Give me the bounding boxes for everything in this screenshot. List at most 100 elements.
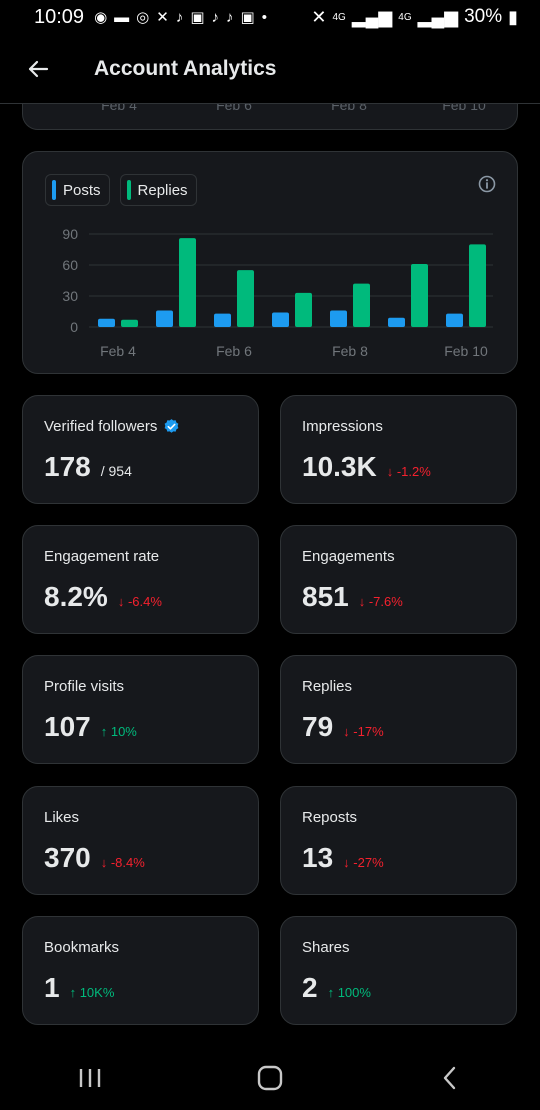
back-button[interactable] (18, 49, 58, 89)
metric-label-text: Engagement rate (44, 548, 160, 565)
network-label-2: 4G (398, 11, 412, 23)
info-icon[interactable] (477, 174, 497, 194)
metric-label-text: Verified followers (44, 418, 158, 435)
back-arrow-icon (28, 60, 49, 77)
metric-label: Engagements (302, 548, 395, 565)
bar-chart: 0 30 60 90 Feb 4 Feb 6 Feb 8 Feb 10 (62, 226, 493, 359)
metric-change-value: 10K% (79, 985, 115, 1000)
metric-value-row: 851 ↓ -7.6% (302, 581, 403, 613)
metric-change-value: -8.4% (110, 855, 145, 870)
metric-label: Reposts (302, 809, 357, 826)
metric-change: ↑ 10K% (70, 985, 115, 1000)
metric-value-row: 1 ↑ 10K% (44, 972, 114, 1004)
signal-icon: ▂▄▆ (417, 6, 459, 27)
metric-value: 370 (44, 842, 91, 873)
metric-label-text: Engagements (302, 548, 395, 565)
metric-card-bookmarks[interactable]: Bookmarks 1 ↑ 10K% (22, 916, 259, 1025)
metric-value: 851 (302, 581, 349, 612)
y-tick-label: 30 (62, 288, 78, 304)
legend-replies[interactable]: Replies (119, 174, 197, 206)
metric-card-replies[interactable]: Replies 79 ↓ -17% (280, 655, 517, 764)
metric-card-reposts[interactable]: Reposts 13 ↓ -27% (280, 786, 517, 895)
posts-replies-chart-card: 0 30 60 90 Feb 4 Feb 6 Feb 8 Feb 10 Posts Repli… (22, 151, 518, 374)
metric-label: Engagement rate (44, 548, 159, 565)
metric-change: ↓ -1.2% (387, 464, 431, 479)
chat-icon: ◎ (136, 9, 150, 26)
bar-posts-feb-8[interactable] (330, 310, 347, 327)
dot-icon: • (261, 8, 267, 26)
status-right: ✕ 4G ▂▄▆ 4G ▂▄▆ 30% ▮ (311, 6, 518, 28)
bar-replies-feb-5[interactable] (179, 238, 196, 327)
metric-change: ↓ -6.4% (118, 594, 162, 609)
legend-label-replies: Replies (137, 181, 188, 199)
metric-change-value: -1.2% (396, 464, 431, 479)
notification-icons: ◉ ▬ ◎ ✕ ♪ ▣ ♪ ♪ ▣ • (94, 8, 267, 27)
metric-value: 10.3K (302, 451, 377, 482)
metric-change-value: -7.6% (368, 594, 403, 609)
metric-card-verified-followers[interactable]: Verified followers 178 / 954 (22, 395, 259, 504)
legend-label-posts: Posts (63, 181, 101, 199)
metric-card-engagements[interactable]: Engagements 851 ↓ -7.6% (280, 525, 517, 634)
bar-replies-feb-7[interactable] (295, 292, 312, 327)
metric-card-likes[interactable]: Likes 370 ↓ -8.4% (22, 786, 259, 895)
bar-posts-feb-6[interactable] (214, 313, 231, 327)
arrow-up-icon: ↑ (327, 985, 338, 1000)
chart-legend: Posts Replies (45, 174, 197, 206)
metric-card-impressions[interactable]: Impressions 10.3K ↓ -1.2% (280, 395, 517, 504)
recent-apps-button[interactable] (60, 1056, 120, 1100)
signal-icon: ▂▄▆ (351, 6, 393, 27)
metric-value-row: 13 ↓ -27% (302, 842, 384, 874)
app-header: Account Analytics (0, 34, 540, 104)
arrow-down-icon: ↓ (343, 724, 354, 739)
bar-replies-feb-6[interactable] (237, 270, 254, 327)
bar-posts-feb-5[interactable] (156, 310, 173, 327)
metric-label: Impressions (302, 418, 383, 435)
metric-label: Verified followers (44, 418, 180, 435)
metric-change-value: 100% (337, 985, 371, 1000)
home-button[interactable] (240, 1056, 300, 1100)
arrow-up-icon: ↑ (69, 985, 80, 1000)
metric-card-profile-visits[interactable]: Profile visits 107 ↑ 10% (22, 655, 259, 764)
bar-posts-feb-10[interactable] (446, 313, 463, 327)
bar-posts-feb-4[interactable] (98, 318, 115, 327)
bar-replies-feb-4[interactable] (121, 319, 138, 327)
metric-value: 2 (302, 972, 318, 1003)
bar-replies-feb-9[interactable] (411, 263, 428, 327)
metric-label: Likes (44, 809, 79, 826)
back-nav-button[interactable] (420, 1056, 480, 1100)
metric-card-shares[interactable]: Shares 2 ↑ 100% (280, 916, 517, 1025)
metric-value-row: 79 ↓ -17% (302, 711, 384, 743)
arrow-down-icon: ↓ (358, 594, 369, 609)
metric-value-row: 370 ↓ -8.4% (44, 842, 145, 874)
metric-change: ↑ 10% (101, 724, 137, 739)
metric-change-value: 10% (110, 724, 137, 739)
mute-icon: ✕ (311, 6, 327, 27)
metric-value-row: 8.2% ↓ -6.4% (44, 581, 162, 613)
bar-posts-feb-7[interactable] (272, 312, 289, 327)
metric-change: ↑ 100% (328, 985, 371, 1000)
legend-posts[interactable]: Posts (45, 174, 110, 206)
home-icon (257, 1065, 283, 1091)
metric-label: Profile visits (44, 678, 124, 695)
arrow-down-icon: ↓ (100, 855, 111, 870)
metric-label-text: Impressions (302, 418, 383, 435)
verified-badge-icon (165, 419, 179, 433)
metric-label-text: Shares (302, 939, 350, 956)
bar-replies-feb-8[interactable] (353, 283, 370, 327)
bar-posts-feb-9[interactable] (388, 317, 405, 327)
status-bar: 10:09 ◉ ▬ ◎ ✕ ♪ ▣ ♪ ♪ ▣ • ✕ 4G ▂▄▆ 4G ▂▄… (0, 0, 540, 34)
metric-subvalue: / 954 (100, 463, 132, 479)
metric-value-row: 2 ↑ 100% (302, 972, 371, 1004)
metric-card-engagement-rate[interactable]: Engagement rate 8.2% ↓ -6.4% (22, 525, 259, 634)
tiktok-icon: ♪ (211, 8, 220, 26)
image-icon: ▣ (240, 9, 255, 26)
recent-apps-icon (79, 1069, 101, 1087)
metric-label-text: Profile visits (44, 678, 125, 695)
bar-replies-feb-10[interactable] (469, 244, 486, 327)
metric-label: Replies (302, 678, 352, 695)
metric-value-row: 107 ↑ 10% (44, 711, 137, 743)
image-icon: ▣ (190, 9, 205, 26)
metric-label-text: Reposts (302, 809, 358, 826)
metric-value: 8.2% (44, 581, 108, 612)
y-tick-label: 90 (62, 226, 78, 242)
